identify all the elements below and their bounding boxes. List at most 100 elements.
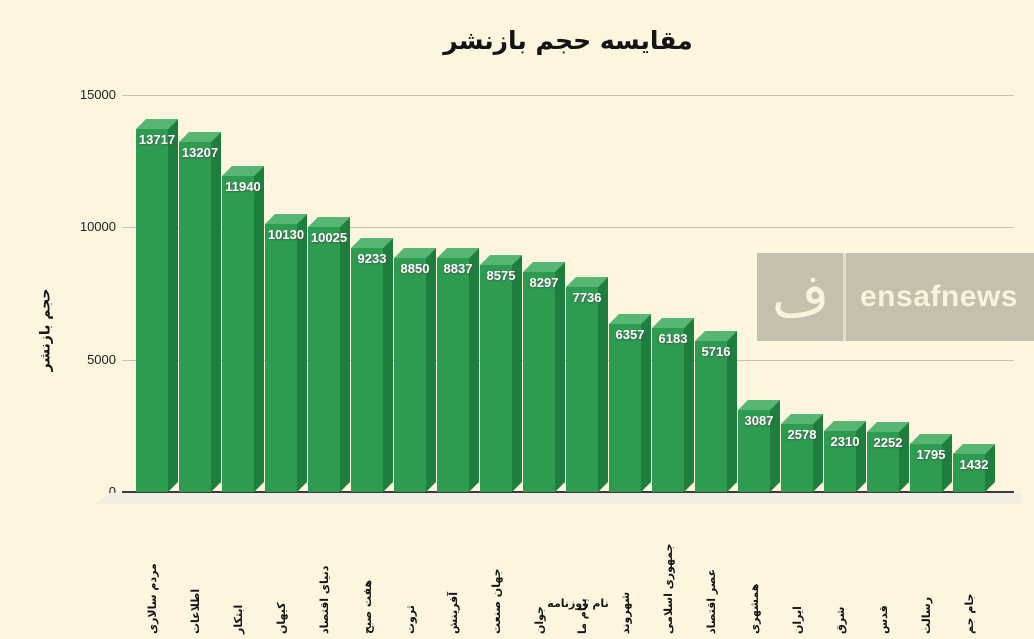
x-axis-category-label: اطلاعات [189, 588, 202, 634]
bar-value-label: 1795 [916, 447, 946, 462]
gridline [122, 95, 1014, 96]
y-tick-label: 0 [108, 484, 116, 499]
bar-value-label: 13717 [138, 132, 176, 147]
bar-top-face [953, 444, 995, 454]
bar-value-label: 2310 [830, 434, 860, 449]
bar[interactable]: 13717 [136, 119, 178, 492]
bar-side-face [856, 421, 866, 492]
ensaf-logo-icon: ف [757, 253, 846, 341]
bar-front-face [953, 454, 985, 492]
x-axis-category-label: جام جم [963, 593, 976, 634]
bar[interactable]: 2252 [867, 422, 909, 492]
bar-value-label: 8850 [400, 261, 430, 276]
axis-floor [96, 493, 1022, 504]
bar-value-label: 8575 [486, 268, 516, 283]
bar-top-face [480, 255, 522, 265]
bar-value-label: 8297 [529, 275, 559, 290]
bar-front-face [523, 272, 555, 492]
bar-side-face [598, 277, 608, 492]
bar-side-face [383, 238, 393, 492]
ensafnews-watermark: ف ensafnews [757, 253, 1034, 341]
x-axis-title: نام روزنامه [547, 597, 609, 610]
bar[interactable]: 8575 [480, 255, 522, 492]
x-axis-category-label: مردم سالاری [146, 563, 159, 634]
bar-top-face [523, 262, 565, 272]
bar-front-face [351, 248, 383, 492]
bar-front-face [394, 258, 426, 492]
bar-front-face [566, 287, 598, 492]
bar-value-label: 2252 [873, 435, 903, 450]
bar-front-face [738, 410, 770, 492]
bar-side-face [512, 255, 522, 492]
bar-top-face [308, 217, 350, 227]
bar-side-face [211, 132, 221, 492]
bar[interactable]: 10130 [265, 214, 307, 492]
bar-value-label: 5716 [701, 344, 731, 359]
x-axis-category-label: رسالت [920, 596, 933, 634]
x-axis-category-label: ابتکار [232, 604, 245, 634]
bar-side-face [813, 414, 823, 492]
bar-value-label: 2578 [787, 427, 817, 442]
gridline [122, 227, 1014, 229]
x-axis-category-label: دنیای اقتصاد [318, 565, 331, 634]
bar[interactable]: 6357 [609, 314, 651, 492]
bar-top-face [652, 318, 694, 328]
bar[interactable]: 8850 [394, 248, 436, 492]
x-axis-category-label: شرق [834, 606, 847, 635]
bar-value-label: 1432 [959, 457, 989, 472]
x-axis-category-label: هفت صبح [361, 579, 374, 634]
bar[interactable]: 2310 [824, 421, 866, 492]
x-axis-category-label: کیهان [275, 602, 288, 634]
x-axis-line [122, 491, 1014, 493]
bar-side-face [899, 422, 909, 492]
bar-value-label: 6357 [615, 327, 645, 342]
bar[interactable]: 2578 [781, 414, 823, 492]
bar-value-label: 13207 [181, 145, 219, 160]
bar-front-face [265, 224, 297, 492]
bar-front-face [179, 142, 211, 492]
bar-front-face [695, 341, 727, 492]
bar[interactable]: 8297 [523, 262, 565, 492]
bar[interactable]: 7736 [566, 277, 608, 492]
bar-side-face [942, 434, 952, 492]
bar[interactable]: 11940 [222, 166, 264, 492]
bar-side-face [426, 248, 436, 492]
bar[interactable]: 13207 [179, 132, 221, 492]
bar-value-label: 9233 [357, 251, 387, 266]
bar[interactable]: 9233 [351, 238, 393, 492]
y-tick-label: 10000 [79, 219, 116, 235]
bar[interactable]: 8837 [437, 248, 479, 492]
bar-top-face [738, 400, 780, 410]
x-axis-category-label: قدس [877, 605, 890, 634]
bar-value-label: 8837 [443, 261, 473, 276]
bar-top-face [351, 238, 393, 248]
bar[interactable]: 10025 [308, 217, 350, 492]
bar-top-face [222, 166, 264, 176]
x-axis-category-label: جوان [533, 606, 546, 634]
bar[interactable]: 1432 [953, 444, 995, 492]
bar[interactable]: 3087 [738, 400, 780, 492]
x-axis-category-label: شهروند [619, 591, 632, 634]
bar-front-face [781, 424, 813, 492]
bar-side-face [684, 318, 694, 492]
bar[interactable]: 5716 [695, 331, 737, 492]
x-axis-category-label: جهان صنعت [490, 568, 503, 634]
bar-value-label: 11940 [225, 179, 261, 194]
bar-side-face [297, 214, 307, 492]
bar-front-face [867, 432, 899, 492]
bar[interactable]: 1795 [910, 434, 952, 492]
bar-top-face [867, 422, 909, 432]
bar-side-face [727, 331, 737, 492]
bar-value-label: 6183 [658, 331, 688, 346]
bar-value-label: 7736 [572, 290, 602, 305]
bar[interactable]: 6183 [652, 318, 694, 492]
y-tick-label: 15000 [79, 87, 116, 102]
bar-front-face [824, 431, 856, 492]
bar-front-face [910, 444, 942, 492]
x-axis-category-label: عصر اقتصاد [705, 568, 718, 634]
bar-front-face [480, 265, 512, 492]
bar-top-face [179, 132, 221, 142]
x-axis-category-label: جمهوری اسلامی [662, 543, 675, 634]
bar-front-face [437, 258, 469, 492]
bar-top-face [781, 414, 823, 424]
